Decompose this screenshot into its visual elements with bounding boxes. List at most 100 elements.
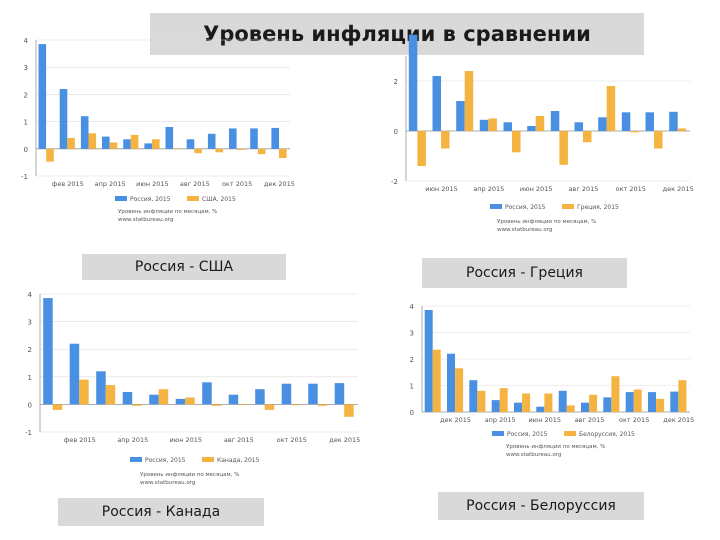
legend-swatch bbox=[562, 204, 574, 209]
bar bbox=[67, 137, 75, 149]
bar bbox=[522, 393, 531, 412]
bar bbox=[88, 133, 97, 149]
bar bbox=[536, 406, 545, 412]
bar bbox=[317, 404, 328, 406]
legend-swatch bbox=[130, 457, 142, 462]
legend-label: Россия, 2015 bbox=[145, 457, 186, 464]
x-tick-label: окт 2015 bbox=[277, 436, 307, 444]
x-tick-label: дек 2015 bbox=[663, 416, 694, 424]
x-tick-label: июн 2015 bbox=[425, 185, 458, 193]
x-tick-label: авг 2015 bbox=[569, 185, 599, 193]
source-text: Уровень инфляции по месяцам, % bbox=[118, 209, 217, 215]
bar bbox=[488, 118, 497, 131]
bar bbox=[408, 34, 418, 132]
bar bbox=[550, 111, 560, 131]
bar bbox=[291, 404, 301, 406]
bar bbox=[211, 404, 222, 406]
y-tick-label: 4 bbox=[24, 37, 29, 45]
bar bbox=[503, 122, 512, 132]
y-tick-label: 4 bbox=[28, 291, 33, 299]
x-tick-label: фев 2015 bbox=[52, 180, 84, 188]
bar bbox=[185, 397, 195, 405]
x-tick-label: июн 2015 bbox=[136, 180, 169, 188]
bar bbox=[109, 142, 118, 149]
y-tick-label: 0 bbox=[410, 409, 414, 417]
bar bbox=[589, 394, 598, 412]
bar bbox=[279, 148, 287, 158]
bar bbox=[250, 128, 258, 149]
source-text: Уровень инфляции по месяцам, % bbox=[506, 444, 605, 450]
bar bbox=[645, 112, 654, 132]
legend-label: Греция, 2015 bbox=[577, 204, 619, 211]
bar bbox=[633, 389, 642, 412]
bar bbox=[527, 126, 536, 131]
bar bbox=[656, 398, 665, 413]
legend-swatch bbox=[202, 457, 214, 462]
x-tick-label: дек 2015 bbox=[440, 416, 471, 424]
bar bbox=[122, 392, 133, 405]
x-tick-label: июн 2015 bbox=[520, 185, 553, 193]
bar bbox=[432, 349, 441, 412]
bar bbox=[175, 398, 186, 405]
bar bbox=[598, 117, 607, 132]
y-tick-label: -2 bbox=[391, 178, 398, 186]
bar bbox=[52, 404, 63, 410]
chart-russia-greece: -2 0 2 июн 2015 апр 2015 июн 2015 авг 2015 окт … bbox=[391, 34, 694, 233]
caption-russia-greece: Россия - Греция bbox=[422, 258, 627, 288]
bar bbox=[264, 404, 275, 410]
bar bbox=[670, 391, 679, 412]
bar bbox=[334, 383, 345, 405]
legend-swatch bbox=[492, 431, 504, 436]
source-text: Уровень инфляции по месяцам, % bbox=[497, 219, 596, 225]
bar bbox=[43, 298, 53, 405]
x-tick-label: июн 2015 bbox=[170, 436, 203, 444]
bar bbox=[165, 127, 174, 149]
bar bbox=[257, 148, 266, 155]
y-tick-label: -1 bbox=[25, 429, 32, 437]
bar bbox=[559, 131, 568, 165]
bar bbox=[202, 382, 212, 405]
y-tick-label: 0 bbox=[394, 128, 398, 136]
x-tick-label: апр 2015 bbox=[485, 416, 516, 424]
bar bbox=[469, 380, 478, 412]
bar bbox=[678, 380, 687, 412]
x-tick-label: апр 2015 bbox=[117, 436, 148, 444]
caption-russia-usa: Россия - США bbox=[82, 254, 286, 280]
bar bbox=[603, 397, 612, 412]
bar bbox=[236, 148, 245, 150]
x-tick-label: дек 2015 bbox=[329, 436, 360, 444]
y-tick-label: 2 bbox=[410, 356, 414, 364]
bar bbox=[424, 310, 433, 412]
y-tick-label: 3 bbox=[24, 64, 28, 72]
x-tick-label: дек 2015 bbox=[663, 185, 694, 193]
bar bbox=[669, 111, 678, 132]
bar bbox=[477, 390, 486, 412]
y-tick-label: 1 bbox=[28, 374, 32, 382]
bar bbox=[144, 143, 152, 149]
bar bbox=[229, 128, 237, 149]
bar bbox=[479, 119, 489, 132]
bar bbox=[456, 101, 465, 131]
bar bbox=[80, 116, 89, 149]
bar bbox=[432, 76, 441, 131]
bar bbox=[535, 116, 545, 131]
y-tick-label: 1 bbox=[410, 383, 414, 391]
bar bbox=[59, 89, 68, 149]
bar bbox=[625, 392, 634, 412]
y-tick-label: -1 bbox=[21, 173, 28, 181]
legend-label: Россия, 2015 bbox=[507, 431, 548, 438]
bar bbox=[215, 148, 224, 153]
bar bbox=[606, 86, 616, 131]
bar bbox=[499, 388, 508, 412]
y-tick-label: 1 bbox=[24, 119, 28, 127]
chart-russia-usa: -1 0 1 2 3 4 фев 2015 апр 2015 июн 2015 авг 2015 о… bbox=[21, 37, 295, 223]
bar bbox=[581, 402, 589, 412]
bar bbox=[308, 383, 318, 405]
bar bbox=[79, 379, 89, 405]
bar bbox=[441, 131, 450, 149]
x-tick-label: апр 2015 bbox=[95, 180, 126, 188]
bar bbox=[281, 383, 292, 405]
bar bbox=[514, 402, 522, 412]
y-tick-label: 2 bbox=[24, 91, 28, 99]
bar bbox=[186, 139, 195, 149]
